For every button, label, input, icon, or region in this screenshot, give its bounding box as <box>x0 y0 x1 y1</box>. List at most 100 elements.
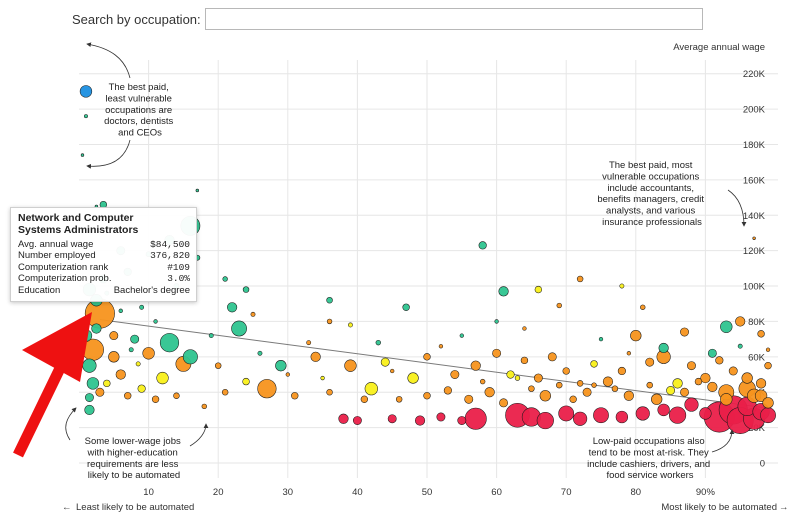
data-point[interactable] <box>109 331 119 341</box>
data-point[interactable] <box>569 395 577 403</box>
data-point[interactable] <box>602 376 614 387</box>
data-point[interactable] <box>547 352 557 362</box>
data-point[interactable] <box>757 330 765 338</box>
data-point[interactable] <box>407 372 419 384</box>
data-point[interactable] <box>82 358 97 373</box>
data-point[interactable] <box>737 343 743 349</box>
data-point[interactable] <box>617 366 626 376</box>
data-point[interactable] <box>626 351 631 356</box>
data-point[interactable] <box>715 356 724 365</box>
data-point[interactable] <box>593 407 609 424</box>
data-point[interactable] <box>156 371 169 385</box>
data-point[interactable] <box>562 367 570 375</box>
data-point[interactable] <box>402 303 410 311</box>
data-point[interactable] <box>201 403 207 410</box>
data-point[interactable] <box>436 412 446 422</box>
data-point[interactable] <box>320 375 325 381</box>
data-point[interactable] <box>534 285 543 294</box>
data-point[interactable] <box>646 381 653 389</box>
data-point[interactable] <box>651 393 663 405</box>
data-point[interactable] <box>533 373 543 383</box>
data-point[interactable] <box>115 369 126 380</box>
data-point[interactable] <box>666 386 676 395</box>
data-point[interactable] <box>80 153 85 157</box>
data-point[interactable] <box>159 333 180 353</box>
data-point[interactable] <box>680 327 689 337</box>
data-point[interactable] <box>520 356 529 365</box>
data-point[interactable] <box>242 377 250 386</box>
data-point[interactable] <box>173 392 180 399</box>
data-point[interactable] <box>668 406 687 424</box>
data-point[interactable] <box>91 323 102 334</box>
data-point[interactable] <box>414 415 426 426</box>
data-point[interactable] <box>700 372 711 384</box>
data-point[interactable] <box>142 347 155 360</box>
data-point[interactable] <box>450 370 460 379</box>
data-point[interactable] <box>762 397 774 409</box>
data-point[interactable] <box>326 296 333 304</box>
data-point[interactable] <box>539 390 551 402</box>
data-point[interactable] <box>590 360 598 368</box>
data-point[interactable] <box>326 318 333 325</box>
data-point[interactable] <box>423 392 431 400</box>
data-point[interactable] <box>464 394 474 404</box>
data-point[interactable] <box>657 403 670 417</box>
data-point[interactable] <box>387 414 397 424</box>
data-point[interactable] <box>494 319 499 324</box>
data-point[interactable] <box>338 413 349 424</box>
data-point[interactable] <box>506 370 515 379</box>
data-point[interactable] <box>128 347 134 353</box>
data-point[interactable] <box>658 342 669 354</box>
data-point[interactable] <box>222 276 228 282</box>
data-point[interactable] <box>182 349 198 365</box>
data-point[interactable] <box>680 387 689 397</box>
data-point[interactable] <box>478 241 487 250</box>
data-point[interactable] <box>360 395 369 403</box>
data-point[interactable] <box>118 308 123 313</box>
data-point[interactable] <box>591 382 597 388</box>
data-point[interactable] <box>326 389 333 396</box>
data-point[interactable] <box>443 386 452 395</box>
data-point[interactable] <box>619 283 625 289</box>
data-point[interactable] <box>615 410 629 424</box>
data-point[interactable] <box>598 336 604 342</box>
data-point[interactable] <box>760 407 776 424</box>
data-point[interactable] <box>390 368 395 374</box>
data-point[interactable] <box>135 361 141 367</box>
data-point[interactable] <box>684 397 699 412</box>
data-point[interactable] <box>221 389 229 396</box>
search-input[interactable] <box>204 8 703 30</box>
data-point[interactable] <box>707 348 717 358</box>
data-point[interactable] <box>285 372 290 377</box>
data-point[interactable] <box>484 387 495 398</box>
data-point[interactable] <box>582 387 592 397</box>
data-point[interactable] <box>79 85 93 98</box>
data-point[interactable] <box>694 377 703 386</box>
data-point[interactable] <box>470 360 481 371</box>
data-point[interactable] <box>556 302 562 309</box>
data-point[interactable] <box>348 322 353 328</box>
data-point[interactable] <box>375 339 381 346</box>
data-point[interactable] <box>707 381 718 392</box>
data-point[interactable] <box>124 392 132 400</box>
data-point[interactable] <box>344 359 357 372</box>
data-point[interactable] <box>635 406 650 421</box>
data-point[interactable] <box>108 351 120 363</box>
data-point[interactable] <box>754 389 768 402</box>
data-point[interactable] <box>380 357 390 367</box>
data-point[interactable] <box>576 380 584 387</box>
data-point[interactable] <box>137 384 146 393</box>
data-point[interactable] <box>151 395 160 403</box>
data-point[interactable] <box>423 353 431 361</box>
data-point[interactable] <box>227 302 238 313</box>
data-point[interactable] <box>728 366 738 376</box>
data-point[interactable] <box>464 407 487 430</box>
data-point[interactable] <box>291 392 299 400</box>
data-point[interactable] <box>522 326 527 331</box>
data-point[interactable] <box>720 393 733 406</box>
data-point[interactable] <box>498 286 509 297</box>
data-point[interactable] <box>741 372 753 384</box>
data-point[interactable] <box>672 378 683 389</box>
data-point[interactable] <box>438 344 444 349</box>
data-point[interactable] <box>764 362 772 370</box>
